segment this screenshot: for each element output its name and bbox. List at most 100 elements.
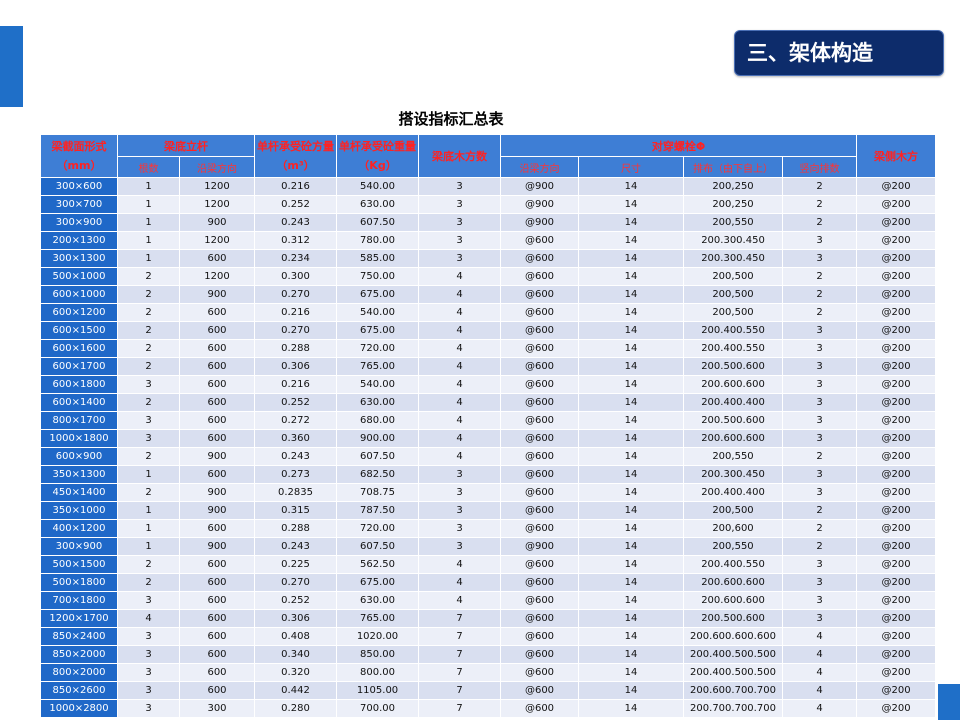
bolt-spacing-cell: @900 [500, 213, 579, 232]
pole-count-cell: 2 [117, 573, 180, 592]
pole-spacing-cell: 600 [179, 555, 255, 574]
section-title: 三、架体构造 [734, 30, 944, 76]
table-row: 600×1400 2 600 0.252 630.00 4 @600 14 200.400.40… [40, 393, 937, 412]
pole-spacing-cell: 600 [179, 339, 255, 358]
bolt-layout-cell: 200,500 [683, 303, 783, 322]
bolt-spacing-cell: @600 [500, 573, 579, 592]
side-wood-cell: @200 [856, 645, 937, 664]
volume-cell: 0.306 [254, 357, 337, 376]
beam-section-cell: 800×1700 [40, 411, 118, 430]
header-bolt: 对穿螺栓Φ [499, 134, 858, 157]
volume-cell: 0.315 [254, 501, 337, 520]
side-wood-cell: @200 [856, 285, 937, 304]
side-wood-cell: @200 [856, 321, 937, 340]
volume-cell: 0.216 [254, 303, 337, 322]
bolt-size-cell: 14 [578, 303, 684, 322]
pole-spacing-cell: 1200 [179, 267, 255, 286]
bolt-size-cell: 14 [578, 429, 684, 448]
pole-spacing-cell: 600 [179, 645, 255, 664]
bottom-wood-cell: 3 [418, 483, 501, 502]
bolt-size-cell: 14 [578, 609, 684, 628]
weight-cell: 607.50 [336, 213, 419, 232]
weight-cell: 540.00 [336, 375, 419, 394]
table-row: 1000×2800 3 300 0.280 700.00 7 @600 14 200.700.7… [40, 699, 937, 718]
bolt-layout-cell: 200.600.600 [683, 573, 783, 592]
volume-cell: 0.216 [254, 177, 337, 196]
side-wood-cell: @200 [856, 429, 937, 448]
bolt-rows-cell: 3 [781, 429, 858, 448]
bolt-rows-cell: 3 [781, 375, 858, 394]
bolt-layout-cell: 200.400.500.500 [683, 645, 783, 664]
bolt-spacing-cell: @600 [500, 591, 579, 610]
volume-cell: 0.408 [254, 627, 337, 646]
beam-section-cell: 1000×1800 [40, 429, 118, 448]
weight-cell: 675.00 [336, 573, 419, 592]
bolt-size-cell: 14 [578, 519, 684, 538]
bolt-layout-cell: 200,550 [683, 213, 783, 232]
header-pole-count: 根数 [117, 156, 180, 178]
bolt-layout-cell: 200.400.400 [683, 393, 783, 412]
table-row: 850×2400 3 600 0.408 1020.00 7 @600 14 200.600.6… [40, 627, 937, 646]
bolt-size-cell: 14 [578, 375, 684, 394]
bottom-wood-cell: 7 [418, 645, 501, 664]
bolt-spacing-cell: @600 [500, 699, 579, 718]
bolt-rows-cell: 2 [781, 195, 858, 214]
pole-count-cell: 1 [117, 231, 180, 250]
bolt-size-cell: 14 [578, 231, 684, 250]
spec-table: 梁截面形式（mm） 梁底立杆 单杆承受砼方量（m³） 单杆承受砼重量（Kg） 梁… [40, 134, 937, 718]
weight-cell: 630.00 [336, 195, 419, 214]
pole-count-cell: 3 [117, 627, 180, 646]
bottom-wood-cell: 7 [418, 609, 501, 628]
bolt-rows-cell: 4 [781, 681, 858, 700]
volume-cell: 0.243 [254, 447, 337, 466]
bolt-rows-cell: 2 [781, 177, 858, 196]
pole-count-cell: 3 [117, 645, 180, 664]
bottom-wood-cell: 3 [418, 501, 501, 520]
pole-spacing-cell: 900 [179, 285, 255, 304]
pole-count-cell: 3 [117, 699, 180, 718]
bolt-rows-cell: 2 [781, 213, 858, 232]
bolt-spacing-cell: @600 [500, 627, 579, 646]
beam-section-cell: 300×1300 [40, 249, 118, 268]
pole-count-cell: 2 [117, 555, 180, 574]
bolt-rows-cell: 4 [781, 663, 858, 682]
beam-section-cell: 850×2600 [40, 681, 118, 700]
bolt-rows-cell: 3 [781, 321, 858, 340]
pole-spacing-cell: 600 [179, 465, 255, 484]
header-side-wood: 梁侧木方 [856, 134, 937, 178]
table-row: 600×1800 3 600 0.216 540.00 4 @600 14 200.600.60… [40, 375, 937, 394]
volume-cell: 0.225 [254, 555, 337, 574]
bolt-size-cell: 14 [578, 555, 684, 574]
bottom-wood-cell: 3 [418, 519, 501, 538]
volume-cell: 0.360 [254, 429, 337, 448]
bolt-rows-cell: 3 [781, 393, 858, 412]
pole-count-cell: 2 [117, 321, 180, 340]
pole-count-cell: 2 [117, 393, 180, 412]
bolt-layout-cell: 200.400.400 [683, 483, 783, 502]
bottom-wood-cell: 4 [418, 555, 501, 574]
beam-section-cell: 350×1000 [40, 501, 118, 520]
header-bottom-wood: 梁底木方数 [418, 134, 501, 178]
pole-count-cell: 1 [117, 249, 180, 268]
bolt-rows-cell: 3 [781, 249, 858, 268]
pole-spacing-cell: 600 [179, 357, 255, 376]
side-wood-cell: @200 [856, 663, 937, 682]
table-row: 600×1600 2 600 0.288 720.00 4 @600 14 200.400.55… [40, 339, 937, 358]
bolt-rows-cell: 2 [781, 285, 858, 304]
bottom-wood-cell: 4 [418, 357, 501, 376]
beam-section-cell: 300×900 [40, 213, 118, 232]
table-row: 500×1000 2 1200 0.300 750.00 4 @600 14 200,500 2 @… [40, 267, 937, 286]
weight-cell: 675.00 [336, 285, 419, 304]
bolt-spacing-cell: @600 [500, 411, 579, 430]
bolt-spacing-cell: @600 [500, 681, 579, 700]
table-row: 300×1300 1 600 0.234 585.00 3 @600 14 200.300.45… [40, 249, 937, 268]
beam-section-cell: 200×1300 [40, 231, 118, 250]
bottom-wood-cell: 7 [418, 663, 501, 682]
table-row: 350×1000 1 900 0.315 787.50 3 @600 14 200,500 2 @2… [40, 501, 937, 520]
volume-cell: 0.2835 [254, 483, 337, 502]
table-row: 500×1500 2 600 0.225 562.50 4 @600 14 200.400.55… [40, 555, 937, 574]
bolt-layout-cell: 200,250 [683, 177, 783, 196]
header-single-volume: 单杆承受砼方量（m³） [254, 134, 337, 178]
bottom-wood-cell: 3 [418, 231, 501, 250]
beam-section-cell: 500×1500 [40, 555, 118, 574]
